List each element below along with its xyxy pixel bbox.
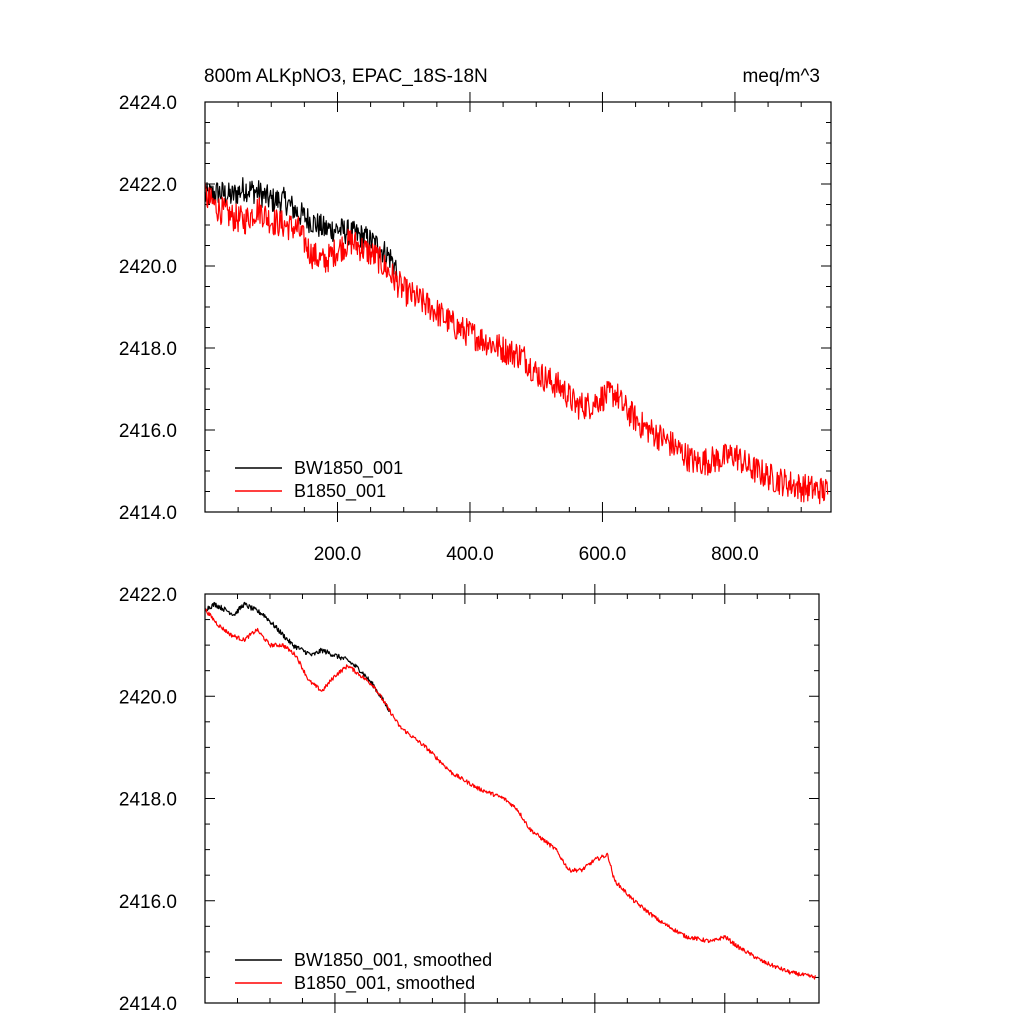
bottom-series-group <box>204 601 816 980</box>
chart-title: 800m ALKpNO3, EPAC_18S-18N <box>204 66 488 87</box>
y-tick-label: 2418.0 <box>119 339 177 360</box>
y-tick-label: 2424.0 <box>119 93 177 114</box>
y-tick-label: 2422.0 <box>119 175 177 196</box>
chart-units: meq/m^3 <box>742 66 820 87</box>
legend-label-b1850-smoothed: B1850_001, smoothed <box>294 973 475 994</box>
bottom-panel: 2414.0 2416.0 2418.0 2420.0 2422.0 BW1850_00… <box>119 584 820 1015</box>
legend-label-b1850: B1850_001 <box>294 481 386 502</box>
y-tick-label: 2414.0 <box>119 503 177 524</box>
x-tick-label: 400.0 <box>446 544 494 565</box>
top-axis-ticks: 2414.0 2416.0 2418.0 2420.0 2422.0 2424.0 200.… <box>119 92 831 565</box>
y-tick-label: 2416.0 <box>119 892 177 913</box>
x-tick-label: 600.0 <box>579 544 627 565</box>
legend-label-bw1850: BW1850_001 <box>294 458 403 479</box>
y-tick-label: 2414.0 <box>119 994 177 1015</box>
top-panel: 800m ALKpNO3, EPAC_18S-18N meq/m^3 2414.… <box>119 66 832 565</box>
y-tick-label: 2416.0 <box>119 421 177 442</box>
y-tick-label: 2420.0 <box>119 687 177 708</box>
y-tick-label: 2422.0 <box>119 585 177 606</box>
legend-label-bw1850-smoothed: BW1850_001, smoothed <box>294 950 492 971</box>
series-line-b1850-001 <box>204 182 829 505</box>
series-line-bw1850-001-smoothed <box>204 601 391 713</box>
y-tick-label: 2420.0 <box>119 257 177 278</box>
series-line-b1850-001-smoothed <box>204 608 816 980</box>
bottom-plot-frame <box>204 593 820 1004</box>
top-series-group <box>204 177 829 505</box>
top-legend: BW1850_001 B1850_001 <box>235 458 403 502</box>
y-tick-label: 2418.0 <box>119 790 177 811</box>
x-tick-label: 800.0 <box>711 544 759 565</box>
top-plot-frame <box>204 101 832 513</box>
x-tick-label: 200.0 <box>314 544 362 565</box>
bottom-legend: BW1850_001, smoothed B1850_001, smoothed <box>235 950 492 994</box>
series-line-bw1850-001 <box>204 177 398 283</box>
